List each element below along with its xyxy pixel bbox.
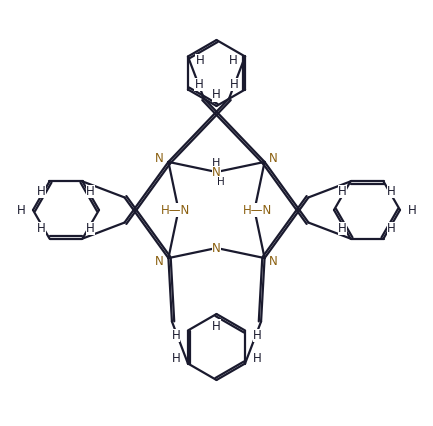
Text: H: H	[229, 54, 237, 67]
Text: H: H	[253, 329, 262, 342]
Text: H: H	[407, 204, 417, 216]
Text: H: H	[16, 204, 26, 216]
Text: H: H	[171, 329, 180, 342]
Text: H: H	[171, 352, 180, 365]
Text: H—N: H—N	[243, 204, 272, 216]
Text: H: H	[37, 222, 46, 235]
Text: H: H	[338, 185, 347, 198]
Text: N: N	[155, 153, 164, 165]
Text: N: N	[269, 255, 278, 268]
Text: N: N	[269, 153, 278, 165]
Text: H: H	[86, 222, 95, 235]
Text: N: N	[212, 242, 221, 254]
Text: H: H	[86, 185, 95, 198]
Text: H: H	[229, 78, 239, 91]
Text: H: H	[216, 177, 224, 187]
Text: H: H	[212, 158, 221, 168]
Text: N: N	[212, 167, 221, 179]
Text: H: H	[338, 222, 347, 235]
Text: H: H	[212, 89, 221, 101]
Text: H—N: H—N	[161, 204, 190, 216]
Text: N: N	[155, 255, 164, 268]
Text: H: H	[196, 54, 204, 67]
Text: H: H	[253, 352, 262, 365]
Text: H: H	[212, 320, 221, 333]
Text: H: H	[387, 222, 396, 235]
Text: H: H	[194, 78, 204, 91]
Text: H: H	[37, 185, 46, 198]
Text: H: H	[387, 185, 396, 198]
